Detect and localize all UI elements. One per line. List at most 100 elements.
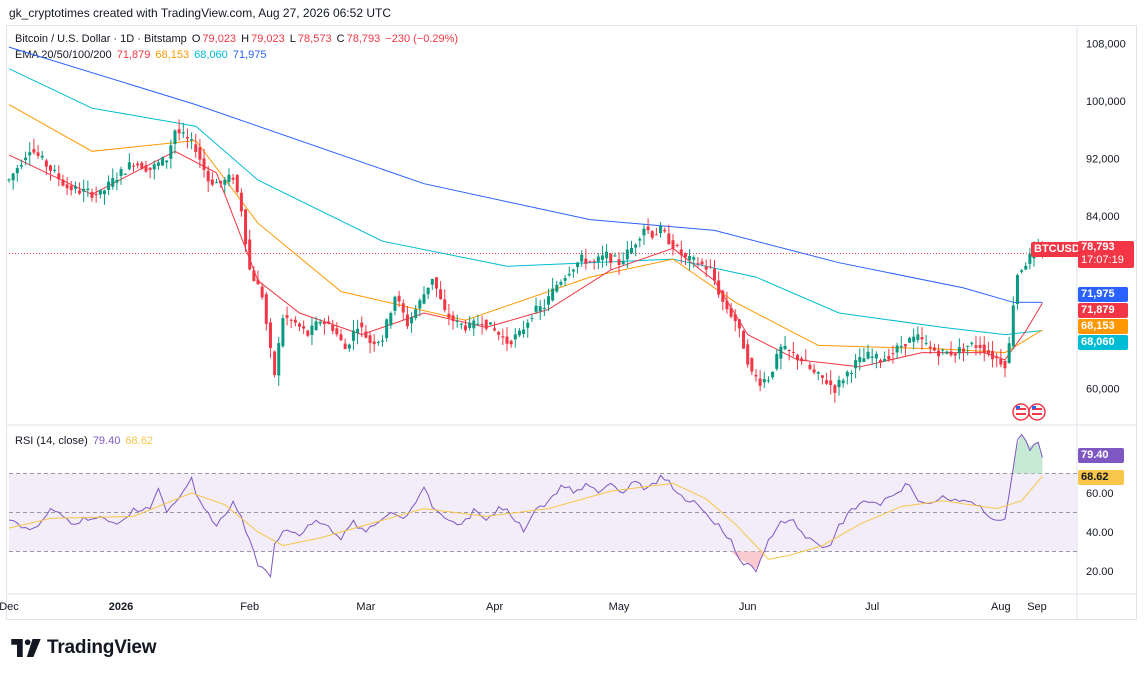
candle-body xyxy=(418,300,422,309)
candle-body xyxy=(302,326,306,329)
time-axis-tick: Feb xyxy=(240,601,259,613)
candle-body xyxy=(32,149,36,153)
candle-body xyxy=(762,379,766,383)
candle-body xyxy=(891,353,895,355)
candle-body xyxy=(256,279,260,285)
candle-body xyxy=(86,188,90,191)
candle-body xyxy=(1015,275,1019,304)
candle-body xyxy=(165,160,169,163)
candle-body xyxy=(376,341,380,343)
candle-body xyxy=(57,173,61,180)
candle-body xyxy=(754,374,758,377)
candle-body xyxy=(758,378,762,386)
candle-body xyxy=(372,341,376,345)
candle-body xyxy=(152,164,156,170)
us-flag-icon-canton xyxy=(1016,406,1020,409)
candle-body xyxy=(899,346,903,348)
candle-body xyxy=(484,319,488,329)
candle-body xyxy=(858,357,862,363)
time-axis-tick: Sep xyxy=(1027,601,1047,613)
candle-body xyxy=(451,315,455,322)
rsi-label[interactable]: RSI (14, close) xyxy=(15,435,88,447)
candle-body xyxy=(368,335,372,344)
candle-body xyxy=(343,343,347,350)
candle-body xyxy=(322,321,326,325)
countdown-value: 17:07:19 xyxy=(1081,254,1124,266)
candle-body xyxy=(385,319,389,339)
candle-body xyxy=(455,320,459,322)
candle-body xyxy=(779,346,783,359)
candle-body xyxy=(551,288,555,301)
candle-body xyxy=(974,345,978,348)
ema-legend: EMA 20/50/100/200 71,879 68,153 68,060 7… xyxy=(15,49,269,61)
candle-body xyxy=(991,351,995,360)
candle-body xyxy=(874,353,878,359)
candle-body xyxy=(775,353,779,369)
candle-body xyxy=(360,322,364,328)
candle-body xyxy=(659,225,663,234)
candle-body xyxy=(210,179,214,185)
candle-body xyxy=(829,380,833,385)
candle-body xyxy=(962,348,965,352)
ema200-value: 71,975 xyxy=(232,49,267,61)
symbol-name[interactable]: Bitcoin / U.S. Dollar · 1D · Bitstamp xyxy=(15,33,187,45)
candle-body xyxy=(7,179,11,181)
candle-body xyxy=(239,192,243,212)
time-axis-tick: 2026 xyxy=(109,601,133,613)
ema50-value: 68,153 xyxy=(155,49,190,61)
candle-body xyxy=(202,158,206,170)
candle-body xyxy=(219,180,223,184)
candle-body xyxy=(928,346,932,349)
candle-body xyxy=(472,320,476,329)
candle-body xyxy=(264,294,268,324)
time-axis-tick: May xyxy=(609,601,630,613)
candle-body xyxy=(646,226,650,231)
candle-body xyxy=(252,270,256,282)
candle-body xyxy=(713,268,716,281)
chart-credit: gk_cryptotimes created with TradingView.… xyxy=(9,6,391,20)
candle-body xyxy=(995,356,999,359)
candle-body xyxy=(895,345,899,353)
candle-body xyxy=(937,350,941,357)
candle-body xyxy=(397,295,401,302)
candle-body xyxy=(941,349,945,351)
candle-body xyxy=(156,162,160,166)
last-price-tag: 78,793 17:07:19 xyxy=(1078,241,1134,268)
candle-body xyxy=(15,168,19,174)
ema-label[interactable]: EMA 20/50/100/200 xyxy=(15,49,112,61)
candle-body xyxy=(903,344,907,347)
candle-body xyxy=(559,281,563,285)
candle-body xyxy=(932,347,936,351)
low-value: 78,573 xyxy=(297,33,332,45)
candle-body xyxy=(592,261,596,263)
us-flag-icon-stripe xyxy=(1016,413,1026,415)
candle-body xyxy=(617,259,621,265)
candle-body xyxy=(746,344,750,365)
candle-body xyxy=(293,319,297,323)
candle-body xyxy=(883,358,887,362)
time-axis-tick: Jun xyxy=(739,601,757,613)
candle-body xyxy=(44,160,48,167)
candle-body xyxy=(277,343,281,376)
candle-body xyxy=(476,323,480,325)
ema200-line xyxy=(8,46,1043,303)
price-axis-tick: 84,000 xyxy=(1086,211,1120,223)
candle-body xyxy=(111,178,115,187)
candle-body xyxy=(434,277,438,289)
candle-body xyxy=(364,331,368,338)
candle-body xyxy=(480,323,484,326)
candle-body xyxy=(538,306,542,312)
ticker-tag: BTCUSD xyxy=(1031,242,1083,257)
candle-body xyxy=(493,328,497,331)
change-value: −230 (−0.29%) xyxy=(385,33,459,45)
tradingview-logo[interactable]: TradingView xyxy=(11,637,157,659)
candle-body xyxy=(704,266,708,270)
candle-body xyxy=(289,319,293,321)
candle-body xyxy=(335,328,339,335)
candle-body xyxy=(426,287,430,295)
candle-body xyxy=(862,358,866,362)
candle-body xyxy=(879,360,882,363)
candle-body xyxy=(82,188,86,192)
candle-body xyxy=(318,321,322,324)
